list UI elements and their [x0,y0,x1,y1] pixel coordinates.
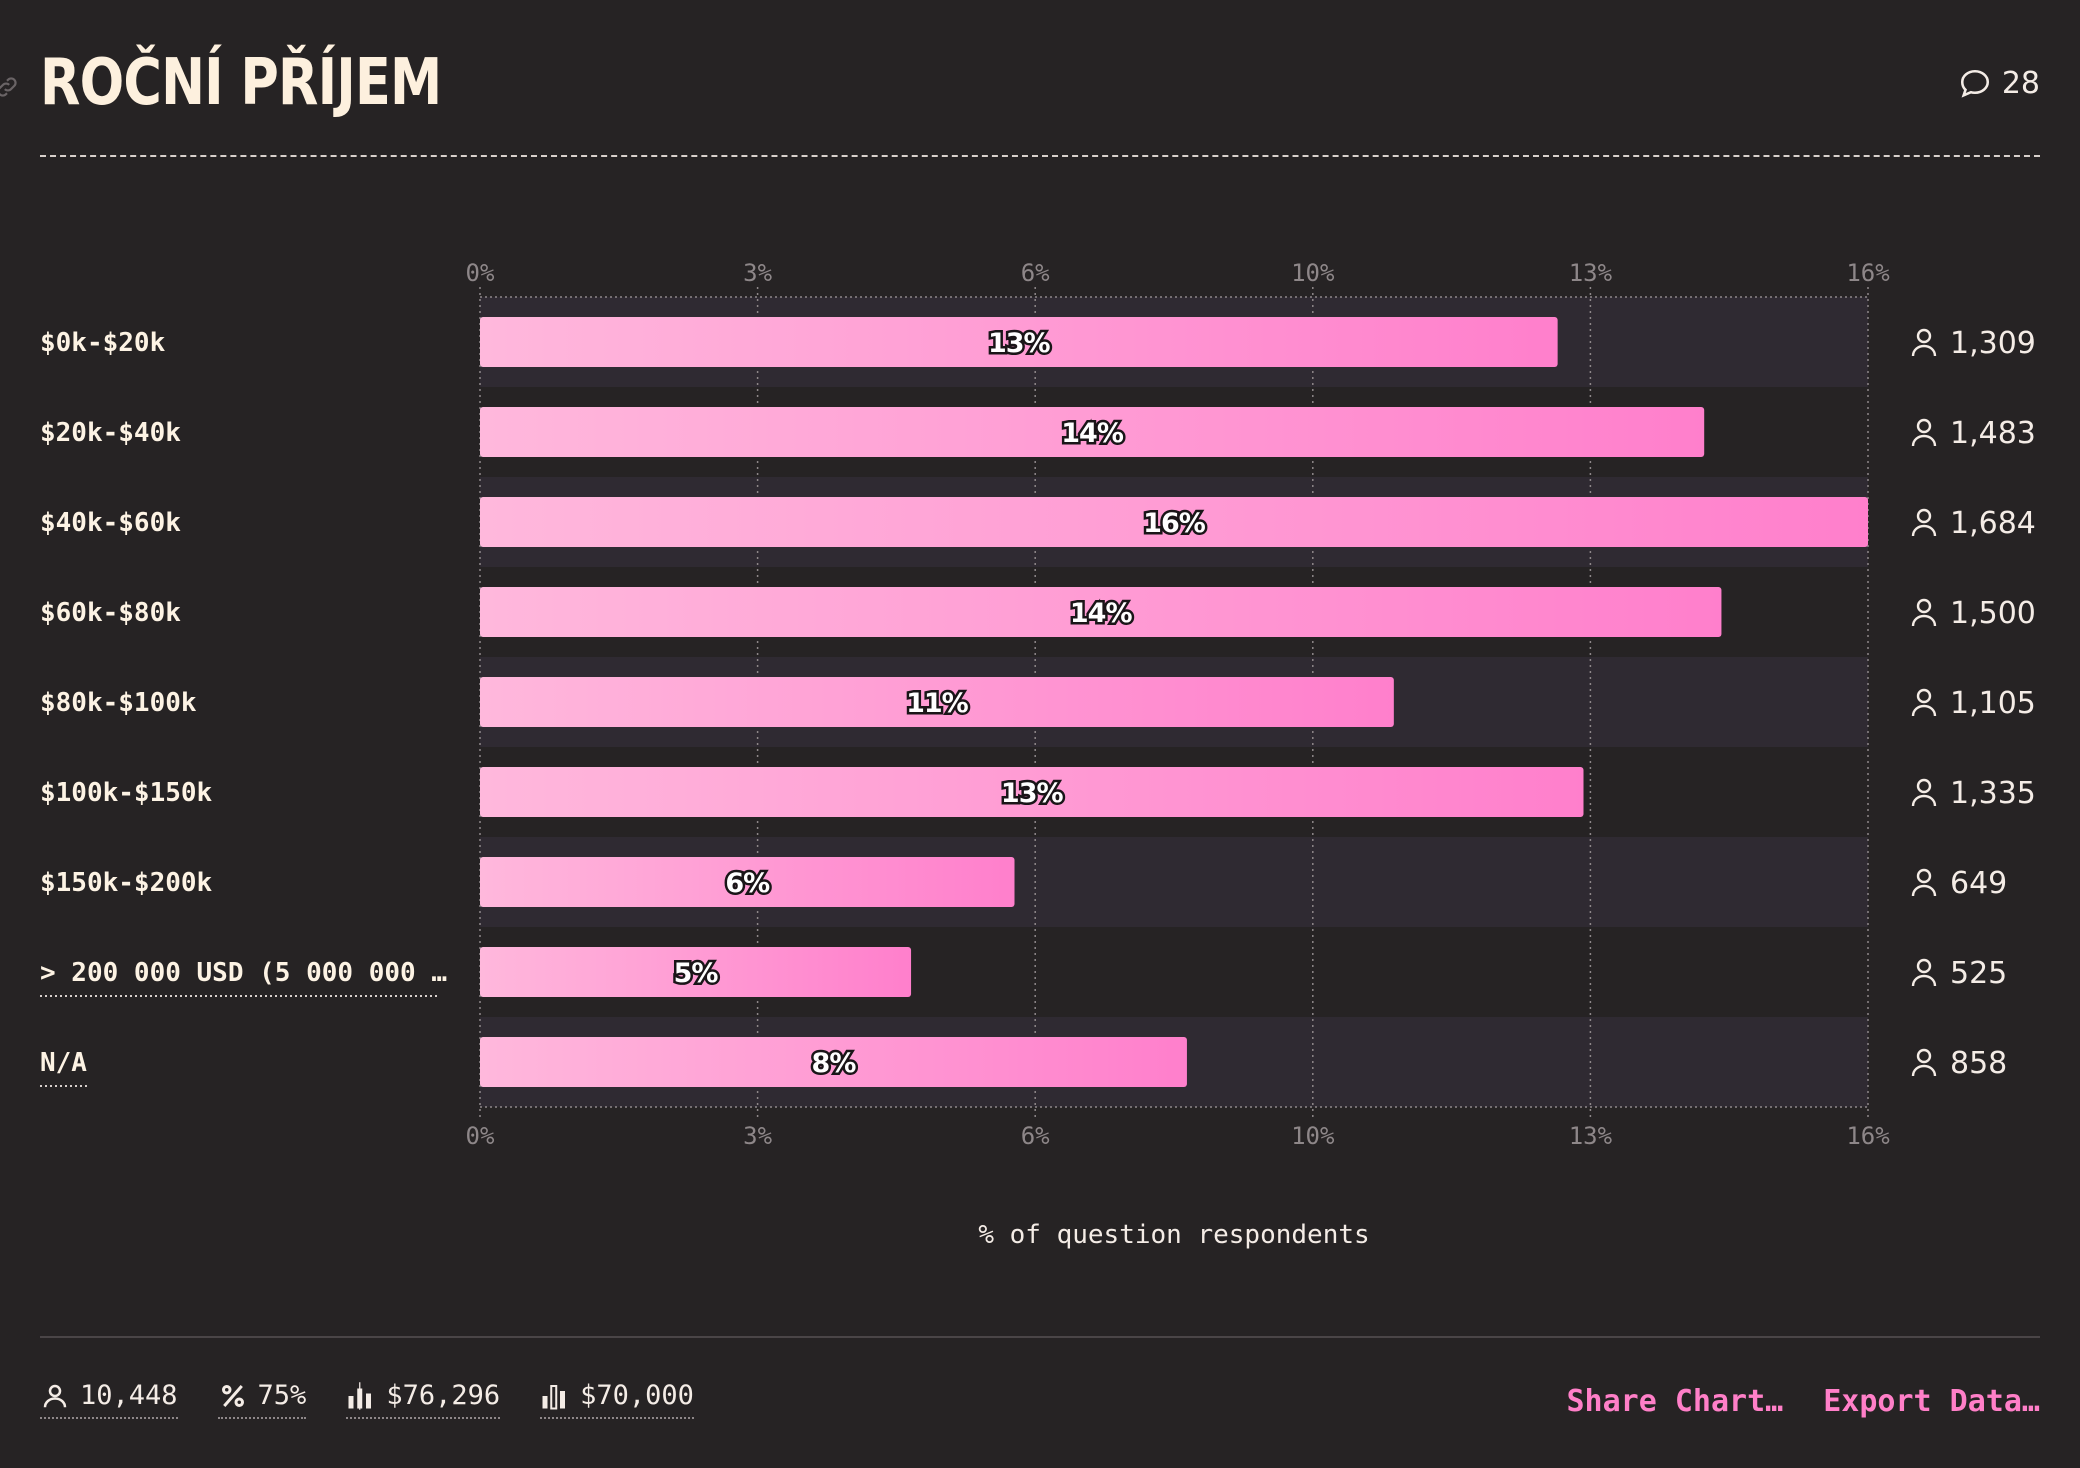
user-icon [1911,508,1937,537]
x-tick-label-top: 10% [1291,259,1335,287]
x-tick-label-top: 0% [466,259,495,287]
user-icon [1911,778,1937,807]
respondent-count: 1,500 [1950,596,2036,631]
x-tick-label-bottom: 13% [1569,1122,1613,1150]
average-stat[interactable]: $76,296 [346,1380,501,1419]
respondent-count: 649 [1950,866,2007,901]
category-label: $40k-$60k [40,508,181,538]
category-label: $60k-$80k [40,598,181,628]
comment-count: 28 [2001,66,2040,101]
bar-value-label: 11% [906,688,969,719]
x-tick-label-top: 13% [1569,259,1613,287]
respondent-count: 525 [1950,956,2007,991]
category-label: $20k-$40k [40,418,181,448]
category-label: $0k-$20k [40,328,166,358]
respondents-stat[interactable]: 10,448 [40,1380,178,1419]
bar [480,947,912,997]
respondents-value: 10,448 [80,1380,178,1411]
respondent-count: 1,684 [1950,506,2036,541]
median-stat[interactable]: $70,000 [540,1380,694,1419]
category-label: $150k-$200k [40,868,213,898]
respondent-count: 1,335 [1950,776,2036,811]
average-bar-icon [348,1381,372,1410]
bar [480,497,1868,547]
completion-value: 75% [257,1380,307,1411]
share-chart-button[interactable]: Share Chart… [1566,1384,1784,1419]
respondent-count: 1,483 [1950,416,2036,451]
respondent-count: 858 [1950,1046,2007,1081]
link-icon[interactable] [0,74,20,100]
user-icon [1911,1048,1937,1077]
bar-value-label: 8% [812,1048,857,1079]
bar-chart: 0% 0% 3% 3% 6% 6% 10% 10% 13% 13% 16% 16% 13% $0k-$20… [40,259,2036,1250]
bar-value-label: 13% [1001,778,1064,809]
bar-value-label: 13% [988,328,1051,359]
user-icon [43,1384,67,1407]
user-icon [1911,958,1937,987]
bar-value-label: 6% [725,868,770,899]
bar-value-label: 5% [674,958,719,989]
category-label: > 200 000 USD (5 000 000 … [40,958,447,988]
median-value: $70,000 [580,1380,694,1411]
user-icon [1911,418,1937,447]
x-tick-label-top: 6% [1021,259,1050,287]
x-tick-label-bottom: 3% [743,1122,772,1150]
bar [480,1037,1187,1087]
bar-value-label: 16% [1143,508,1206,539]
user-icon [1911,688,1937,717]
category-label: $100k-$150k [40,778,213,808]
comments-button[interactable]: 28 [1958,66,2040,101]
bar [480,767,1584,817]
category-label: $80k-$100k [40,688,197,718]
bar [480,857,1015,907]
x-tick-label-top: 3% [743,259,772,287]
user-icon [1911,868,1937,897]
footer-divider [40,1336,2040,1338]
x-tick-label-bottom: 16% [1846,1122,1890,1150]
average-value: $76,296 [386,1380,501,1411]
median-bar-icon [542,1384,566,1409]
respondent-count: 1,105 [1950,686,2036,721]
chart-actions: Share Chart… Export Data… [1567,1384,2041,1419]
bar [480,317,1558,367]
x-tick-label-bottom: 0% [466,1122,495,1150]
bar [480,407,1705,457]
x-axis-title: % of question respondents [978,1220,1369,1250]
respondent-count: 1,309 [1950,326,2036,361]
comment-icon [1960,69,1989,98]
bar-value-label: 14% [1061,418,1124,449]
x-tick-label-bottom: 6% [1021,1122,1050,1150]
percent-icon [221,1384,244,1407]
title-divider [40,155,2040,157]
export-data-button[interactable]: Export Data… [1823,1384,2040,1419]
bar [480,587,1722,637]
bar-value-label: 14% [1070,598,1133,629]
summary-stats: 10,448 75% $76,296 $70,000 [40,1380,694,1419]
bar [480,677,1394,727]
x-tick-label-top: 16% [1846,259,1890,287]
completion-stat[interactable]: 75% [217,1380,307,1419]
x-tick-label-bottom: 10% [1291,1122,1335,1150]
page-title: ROČNÍ PŘÍJEM [40,46,442,120]
user-icon [1911,328,1937,357]
category-label: N/A [40,1048,87,1078]
user-icon [1911,598,1937,627]
